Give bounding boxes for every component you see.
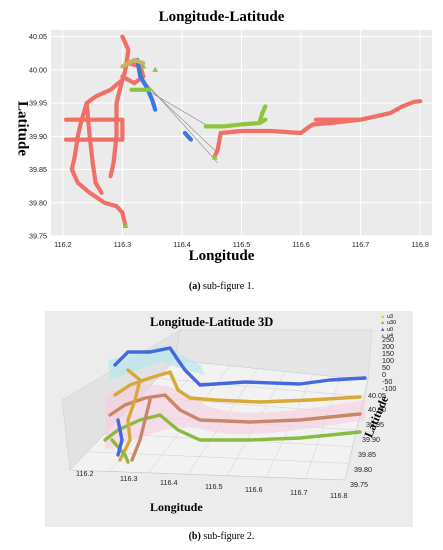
y-tick-label: 39.90 <box>29 132 47 141</box>
trajectory-series <box>84 101 104 195</box>
y-tick-label: 39.85 <box>29 165 47 174</box>
caption-a: (a) sub-figure 1. <box>0 281 443 292</box>
z3d-tick-label: 150 <box>382 349 394 358</box>
trajectory-series <box>108 77 125 179</box>
x-tick-label: 116.2 <box>54 240 71 249</box>
z3d-tick-label: -50 <box>382 377 392 386</box>
y3d-tick-label: 39.90 <box>362 435 380 444</box>
legend-marker-icon: ▲ <box>380 332 387 339</box>
trajectory-3d-series <box>118 368 142 462</box>
density-ribbon <box>108 345 205 380</box>
trajectory-3d-series <box>110 438 130 464</box>
x-tick-label: 116.8 <box>411 240 428 249</box>
x3d-tick-label: 116.8 <box>330 491 347 500</box>
trajectory-series <box>120 57 146 69</box>
x3d-tick-label: 116.3 <box>120 474 137 483</box>
trajectory-3d-series <box>116 418 124 457</box>
chart1-x-label: Longitude <box>188 248 255 264</box>
trajectory-series <box>63 117 125 142</box>
y3d-tick-label: 40.00 <box>368 405 386 414</box>
chart1-plot: 116.2 116.3 116.4 116.5 116.6 116.7 116.8 39.75… <box>29 30 432 249</box>
legend-item: ▲ u30 <box>380 320 396 326</box>
legend-label: u4 <box>386 332 394 339</box>
x-tick-label: 116.4 <box>173 240 190 249</box>
z3d-tick-label: -100 <box>382 384 396 393</box>
connector-line <box>146 89 209 127</box>
y-tick-label: 40.05 <box>29 32 47 41</box>
y-tick-label: 40.00 <box>29 65 47 74</box>
legend-label: u0 <box>386 326 394 333</box>
trajectory-3d-series <box>130 398 152 462</box>
x3d-tick-label: 116.4 <box>160 478 177 487</box>
trajectory-series <box>257 104 268 126</box>
floor-gridline <box>87 451 349 464</box>
point-marker <box>152 66 159 72</box>
x-tick-label: 116.5 <box>233 240 250 249</box>
y-tick-label: 39.80 <box>29 198 47 207</box>
legend-item: ▲ u0 <box>380 327 396 333</box>
floor-gridline <box>157 378 365 397</box>
legend-item: ▲ u3 <box>380 314 396 320</box>
legend-marker-icon: ▲ <box>380 326 387 333</box>
x3d-tick-label: 116.2 <box>76 469 93 478</box>
legend-marker-icon: ▲ <box>380 314 387 320</box>
y3d-tick-label: 39.80 <box>354 465 372 474</box>
y3d-tick-label: 40.05 <box>368 391 386 400</box>
chart2-x-label: Longitude <box>150 500 203 514</box>
point-marker <box>122 223 129 229</box>
x-tick-label: 116.3 <box>114 240 131 249</box>
x-tick-label: 116.7 <box>352 240 369 249</box>
z3d-tick-label: 200 <box>382 342 394 351</box>
point-marker <box>211 154 218 160</box>
trajectory-3d-series <box>113 346 367 387</box>
trajectory-series <box>135 57 158 112</box>
trajectory-3d-series <box>103 413 362 442</box>
caption-b: (b) sub-figure 2. <box>0 531 443 542</box>
z3d-tick-label: 250 <box>382 335 394 344</box>
connector-line <box>140 79 218 154</box>
legend-label: u30 <box>386 320 397 327</box>
chart2-legend: ▲ u3 ▲ u30 ▲ u0 ▲ u4 <box>380 314 396 339</box>
trajectory-series <box>212 99 423 159</box>
x3d-tick-label: 116.6 <box>245 485 262 494</box>
z3d-tick-label: 50 <box>382 363 390 372</box>
y-tick-label: 39.75 <box>29 232 47 241</box>
chart2-title: Longitude-Latitude 3D <box>150 315 274 329</box>
y3d-tick-label: 39.85 <box>358 450 376 459</box>
connector-line <box>140 76 218 164</box>
x3d-tick-label: 116.5 <box>205 482 222 491</box>
chart1-title: Longitude-Latitude <box>158 9 285 25</box>
x3d-tick-label: 116.7 <box>290 488 307 497</box>
legend-item: ▲ u4 <box>380 333 396 339</box>
z3d-tick-label: 100 <box>382 356 394 365</box>
y3d-tick-label: 39.95 <box>366 420 384 429</box>
trajectory-3d-series <box>108 393 362 424</box>
point-marker <box>140 63 147 69</box>
legend-marker-icon: ▲ <box>380 320 387 327</box>
caption-a-text: sub-figure 1. <box>200 281 255 292</box>
trajectory-series <box>182 130 193 142</box>
caption-a-label: (a) <box>188 281 201 292</box>
y-tick-label: 39.95 <box>29 99 47 108</box>
z3d-tick-label: 0 <box>382 370 386 379</box>
legend-label: u3 <box>386 314 394 320</box>
caption-b-text: sub-figure 2. <box>200 531 255 542</box>
caption-b-label: (b) <box>188 531 201 542</box>
x-tick-label: 116.6 <box>292 240 309 249</box>
y3d-tick-label: 39.75 <box>350 480 368 489</box>
